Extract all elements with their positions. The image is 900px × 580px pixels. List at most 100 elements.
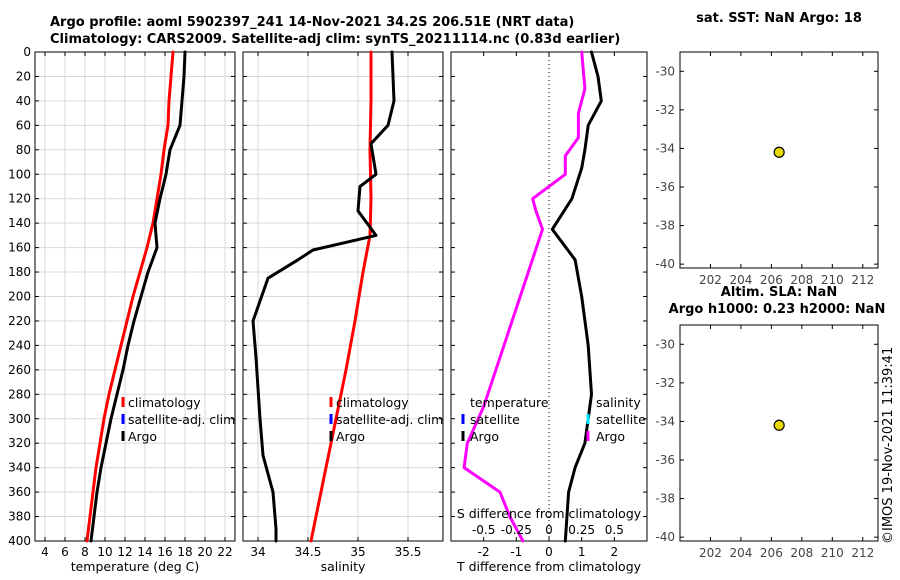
x-tick-label: 8 — [81, 545, 89, 559]
timestamp-watermark: ©IMOS 19-Nov-2021 11:39:41 — [881, 346, 896, 544]
x-tick-label: 16 — [157, 545, 172, 559]
series-line-s-difference-argo- — [462, 50, 587, 543]
y-tick-label: 320 — [8, 436, 31, 450]
x-tick-label: 20 — [197, 545, 212, 559]
x-tick-label: 34 — [250, 545, 265, 559]
x-tick-label: 35.5 — [395, 545, 422, 559]
map-y-tick-label: -34 — [655, 141, 675, 155]
x-axis-label: salinity — [321, 559, 366, 574]
s-tick-label: -0.25 — [501, 523, 532, 537]
y-tick-label: 20 — [16, 69, 31, 83]
map-y-tick-label: -32 — [655, 376, 675, 390]
map-x-tick-label: 210 — [821, 546, 844, 560]
s-tick-label: 0.5 — [605, 523, 624, 537]
y-tick-label: 380 — [8, 510, 31, 524]
y-tick-label: 300 — [8, 412, 31, 426]
legend-label: temperature — [470, 395, 549, 410]
float-location-marker — [773, 146, 785, 158]
x-tick-label: 0 — [545, 545, 553, 559]
y-tick-label: 220 — [8, 314, 31, 328]
series-line-climatology — [85, 50, 175, 543]
x-tick-label: 18 — [177, 545, 192, 559]
map-x-tick-label: 206 — [760, 546, 783, 560]
y-tick-label: 0 — [23, 45, 31, 59]
legend-label: salinity — [596, 395, 641, 410]
x-tick-label: 6 — [61, 545, 69, 559]
map-y-tick-label: -32 — [655, 103, 675, 117]
map-y-tick-label: -40 — [655, 530, 675, 544]
map-box-sla — [679, 324, 879, 542]
y-tick-label: 120 — [8, 192, 31, 206]
legend-label: satellite-adj. clim — [128, 412, 235, 427]
legend-label: climatology — [128, 395, 201, 410]
map-x-tick-label: 204 — [729, 273, 752, 287]
s-tick-label: 0.25 — [568, 523, 595, 537]
legend-label: satellite — [470, 412, 520, 427]
x-tick-label: 22 — [217, 545, 232, 559]
y-tick-label: 140 — [8, 216, 31, 230]
y-tick-label: 280 — [8, 387, 31, 401]
map-y-tick-label: -40 — [655, 257, 675, 271]
x-tick-label: 34.5 — [295, 545, 322, 559]
x-tick-label: 1 — [578, 545, 586, 559]
y-tick-label: 200 — [8, 290, 31, 304]
y-tick-label: 40 — [16, 94, 31, 108]
map-x-tick-label: 202 — [699, 546, 722, 560]
series-line-climatology — [309, 50, 373, 543]
map-y-tick-label: -38 — [655, 219, 675, 233]
y-tick-label: 160 — [8, 241, 31, 255]
x-axis-label: temperature (deg C) — [71, 559, 200, 574]
s-tick-label: 0 — [545, 523, 553, 537]
map-title: sat. SST: NaN Argo: 18 — [696, 11, 862, 26]
map-x-tick-label: 212 — [851, 273, 874, 287]
map-y-tick-label: -38 — [655, 492, 675, 506]
y-tick-label: 240 — [8, 338, 31, 352]
float-location-marker — [773, 419, 785, 431]
map-title: Altim. SLA: NaN — [721, 285, 837, 300]
map-y-tick-label: -36 — [655, 453, 675, 467]
legend-label: Argo — [128, 429, 157, 444]
x-tick-label: 10 — [97, 545, 112, 559]
x-tick-label: 14 — [137, 545, 152, 559]
x-tick-label: 4 — [41, 545, 49, 559]
x-tick-label: -2 — [478, 545, 490, 559]
series-line-argo — [251, 50, 396, 543]
s-tick-label: -0.5 — [472, 523, 495, 537]
series-line-t-difference-argo- — [550, 50, 603, 543]
map-y-tick-label: -30 — [655, 64, 675, 78]
y-tick-label: 340 — [8, 461, 31, 475]
x-tick-label: 12 — [117, 545, 132, 559]
map-x-tick-label: 212 — [851, 546, 874, 560]
y-tick-label: 100 — [8, 167, 31, 181]
map-x-tick-label: 208 — [790, 546, 813, 560]
x-tick-label: 2 — [611, 545, 619, 559]
x-tick-label: -1 — [510, 545, 522, 559]
legend-label: satellite-adj. clim — [336, 412, 443, 427]
map-x-tick-label: 210 — [821, 273, 844, 287]
map-box-sst — [679, 51, 879, 269]
map-x-tick-label: 202 — [699, 273, 722, 287]
y-tick-label: 60 — [16, 118, 31, 132]
y-tick-label: 180 — [8, 265, 31, 279]
series-line-argo — [89, 50, 187, 543]
legend-label: climatology — [336, 395, 409, 410]
map-x-tick-label: 204 — [729, 546, 752, 560]
map-y-tick-label: -30 — [655, 337, 675, 351]
map-y-tick-label: -36 — [655, 180, 675, 194]
y-tick-label: 360 — [8, 485, 31, 499]
map-y-tick-label: -34 — [655, 414, 675, 428]
legend-label: satellite — [596, 412, 646, 427]
x-tick-label: 35 — [350, 545, 365, 559]
figure-title-line1: Argo profile: aoml 5902397_241 14-Nov-20… — [50, 15, 575, 30]
legend-label: Argo — [470, 429, 499, 444]
map-subtitle: Argo h1000: 0.23 h2000: NaN — [669, 302, 886, 317]
s-axis-label: S difference from climatology — [457, 506, 642, 521]
legend-label: Argo — [336, 429, 365, 444]
figure-title-line2: Climatology: CARS2009. Satellite-adj cli… — [50, 32, 621, 47]
x-axis-label: T difference from climatology — [456, 559, 642, 574]
map-x-tick-label: 208 — [790, 273, 813, 287]
map-x-tick-label: 206 — [760, 273, 783, 287]
y-tick-label: 400 — [8, 534, 31, 548]
legend-label: Argo — [596, 429, 625, 444]
